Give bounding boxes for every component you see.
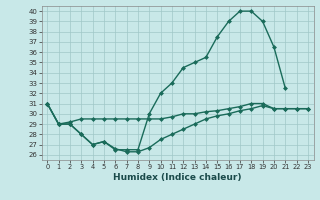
X-axis label: Humidex (Indice chaleur): Humidex (Indice chaleur): [113, 173, 242, 182]
